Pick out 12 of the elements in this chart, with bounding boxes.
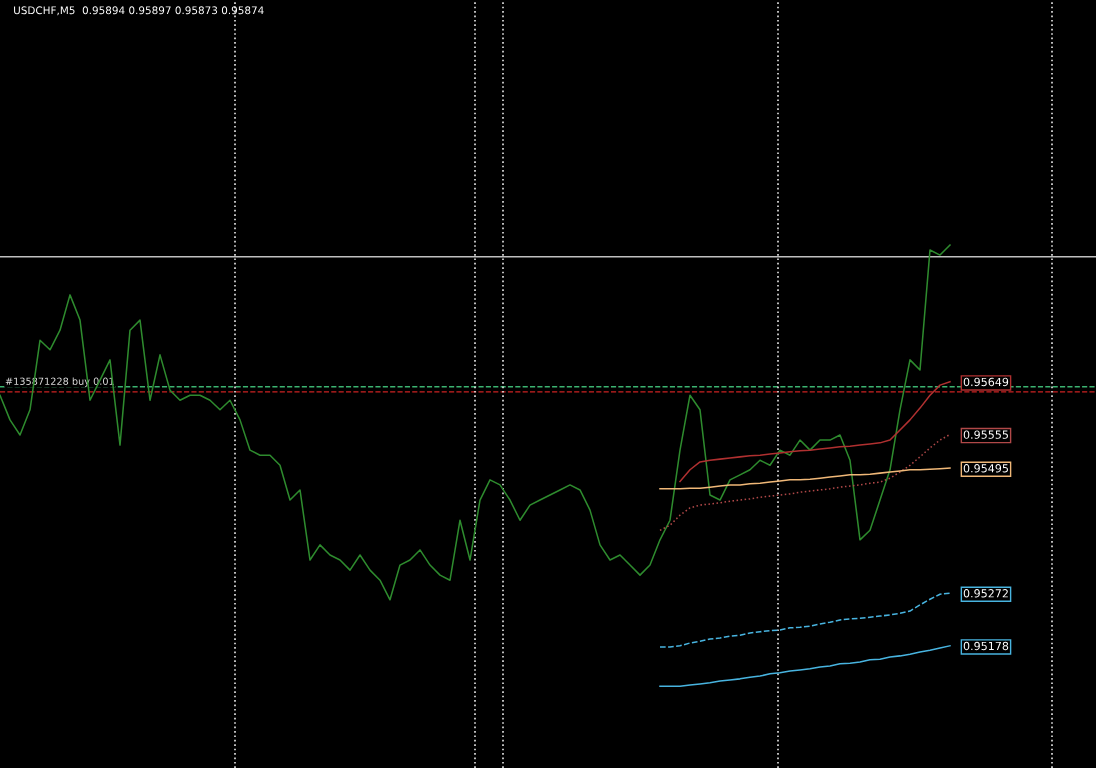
y-tick-label: 0.95272 <box>963 589 1008 598</box>
y-tick-label: 0.95649 <box>963 377 1009 387</box>
line-series <box>659 433 951 532</box>
y-tick-label: 0.95495 <box>963 464 1008 473</box>
text: USDCHF,M5 0.95894 0.95897 0.95873 0.95874 <box>14 6 264 16</box>
line-series <box>659 467 951 490</box>
line-series <box>659 592 951 648</box>
line-series <box>679 380 951 483</box>
line-series <box>659 645 951 687</box>
line-series <box>0 244 951 601</box>
y-tick-label: 0.95178 <box>963 641 1009 651</box>
y-tick-label: 0.95555 <box>963 430 1008 439</box>
